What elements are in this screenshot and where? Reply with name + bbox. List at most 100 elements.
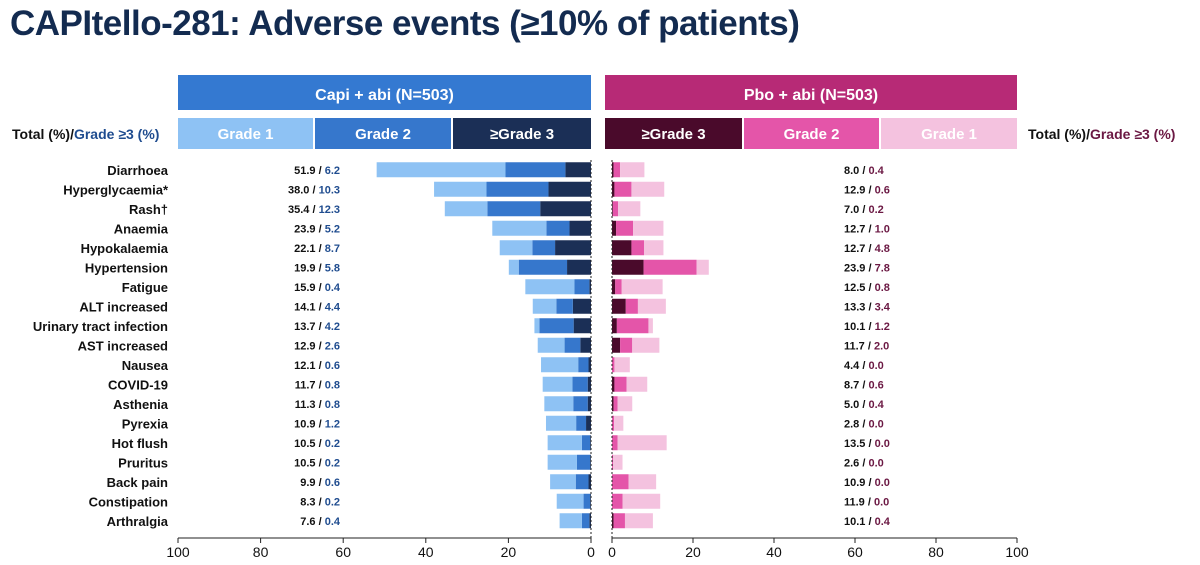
pbo-grade3-value: 0.4	[868, 165, 884, 177]
capi-total-value: 10.5 /	[294, 457, 325, 469]
pbo-grade1-bar	[631, 181, 665, 197]
pbo-grade3-value: 0.8	[875, 282, 890, 294]
pbo-grade2-bar	[616, 220, 634, 236]
capi-grade1-bar	[542, 376, 573, 392]
category-label: Rash†	[129, 202, 168, 217]
capi-tick-label: 60	[335, 544, 351, 560]
capi-grade2-bar	[532, 240, 556, 256]
capi-value-label: 10.5 / 0.2	[294, 457, 340, 469]
capi-total-value: 13.7 /	[294, 321, 325, 333]
pbo-value-label: 2.6 / 0.0	[844, 457, 884, 469]
pbo-value-label: 4.4 / 0.0	[844, 360, 884, 372]
pbo-grade1-bar	[637, 298, 666, 314]
pbo-grade3-bar	[612, 259, 644, 275]
capi-grade3-bar	[567, 259, 591, 275]
pbo-grade3-bar	[612, 162, 614, 178]
capi-total-value: 14.1 /	[294, 301, 325, 313]
capi-grade3-bar	[565, 162, 591, 178]
capi-grade3-value: 0.4	[325, 282, 341, 294]
pbo-total-value: 4.4 /	[844, 360, 868, 372]
capi-arm-header	[178, 75, 591, 110]
pbo-value-label: 13.5 / 0.0	[844, 438, 890, 450]
pbo-grade3-bar	[612, 318, 617, 334]
category-label: Back pain	[107, 475, 168, 490]
legend-capi-grade1-box	[178, 118, 313, 149]
capi-grade3-value: 12.3	[319, 204, 340, 216]
capi-grade2-bar	[486, 181, 549, 197]
pbo-total-value: 5.0 /	[844, 399, 868, 411]
pbo-tick-label: 0	[608, 544, 616, 560]
pbo-grade3-value: 3.4	[875, 301, 891, 313]
pbo-grade2-bar	[613, 513, 625, 529]
capi-grade3-bar	[588, 474, 591, 490]
legend-capi-grade2-box	[315, 118, 451, 149]
capi-grade2-bar	[583, 493, 591, 509]
pbo-grade1-bar	[648, 318, 653, 334]
pbo-grade2-bar	[612, 357, 615, 373]
category-label: Anaemia	[114, 221, 169, 236]
capi-grade3-bar	[548, 181, 591, 197]
category-label: Fatigue	[122, 280, 168, 295]
capi-tick-label: 0	[587, 544, 595, 560]
pbo-value-label: 2.8 / 0.0	[844, 418, 884, 430]
pbo-grade1-bar	[617, 435, 667, 451]
legend-capi-grade3-label: ≥Grade 3	[490, 126, 554, 143]
pbo-total-value: 11.7 /	[844, 340, 874, 352]
pbo-grade2-bar	[612, 474, 629, 490]
capi-tick-label: 100	[166, 544, 190, 560]
capi-grade1-bar	[544, 396, 574, 412]
capi-grade3-bar	[573, 318, 591, 334]
left-totals-header: Total (%)/Grade ≥3 (%)	[12, 126, 159, 142]
capi-value-label: 14.1 / 4.4	[294, 301, 341, 313]
pbo-grade3-bar	[612, 376, 615, 392]
capi-grade2-bar	[572, 376, 588, 392]
capi-value-label: 19.9 / 5.8	[294, 262, 340, 274]
capi-grade3-bar	[555, 240, 591, 256]
pbo-grade1-bar	[614, 415, 624, 431]
capi-grade2-bar	[539, 318, 574, 334]
legend-pbo-grade1-label: Grade 1	[921, 126, 977, 143]
category-label: Pruritus	[118, 455, 168, 470]
pbo-grade1-bar	[626, 376, 648, 392]
pbo-value-label: 10.1 / 1.2	[844, 321, 890, 333]
capi-grade2-bar	[575, 474, 589, 490]
capi-grade1-bar	[556, 493, 584, 509]
pbo-grade2-bar	[614, 181, 632, 197]
pbo-grade3-value: 1.2	[875, 321, 890, 333]
pbo-total-value: 12.7 /	[844, 243, 875, 255]
legend-pbo-grade3-label: ≥Grade 3	[641, 126, 705, 143]
pbo-grade3-value: 0.4	[868, 399, 884, 411]
pbo-grade3-value: 0.0	[868, 360, 883, 372]
capi-grade3-bar	[587, 396, 591, 412]
legend-pbo-grade1-box	[881, 118, 1017, 149]
pbo-grade2-bar	[612, 454, 614, 470]
capi-value-label: 15.9 / 0.4	[294, 282, 341, 294]
category-label: Diarrhoea	[107, 163, 168, 178]
capi-total-value: 7.6 /	[300, 516, 324, 528]
pbo-grade3-value: 2.0	[874, 340, 889, 352]
pbo-grade3-value: 1.0	[875, 223, 890, 235]
pbo-total-value: 23.9 /	[844, 262, 875, 274]
pbo-grade1-bar	[633, 220, 664, 236]
legend-capi-grade2-label: Grade 2	[355, 126, 411, 143]
pbo-total-value: 12.5 /	[844, 282, 875, 294]
capi-total-value: 35.4 /	[288, 204, 319, 216]
pbo-grade3-value: 0.0	[868, 457, 883, 469]
pbo-arm-header	[605, 75, 1017, 110]
capi-grade3-bar	[588, 357, 591, 373]
pbo-grade3-value: 0.0	[868, 418, 883, 430]
capi-grade3-value: 2.6	[325, 340, 340, 352]
capi-total-value: 15.9 /	[294, 282, 325, 294]
capi-grade3-bar	[589, 279, 591, 295]
category-label: ALT increased	[79, 299, 168, 314]
pbo-total-value: 2.8 /	[844, 418, 868, 430]
capi-total-value: 12.9 /	[294, 340, 325, 352]
capi-value-label: 9.9 / 0.6	[300, 477, 340, 489]
pbo-arm-label: Pbo + abi (N=503)	[744, 87, 878, 104]
pbo-grade2-bar	[614, 376, 627, 392]
pbo-total-value: 2.6 /	[844, 457, 868, 469]
capi-value-label: 11.7 / 0.8	[295, 379, 340, 391]
capi-grade3-value: 0.2	[325, 457, 340, 469]
capi-grade3-value: 8.7	[325, 243, 340, 255]
pbo-value-label: 11.9 / 0.0	[844, 496, 889, 508]
